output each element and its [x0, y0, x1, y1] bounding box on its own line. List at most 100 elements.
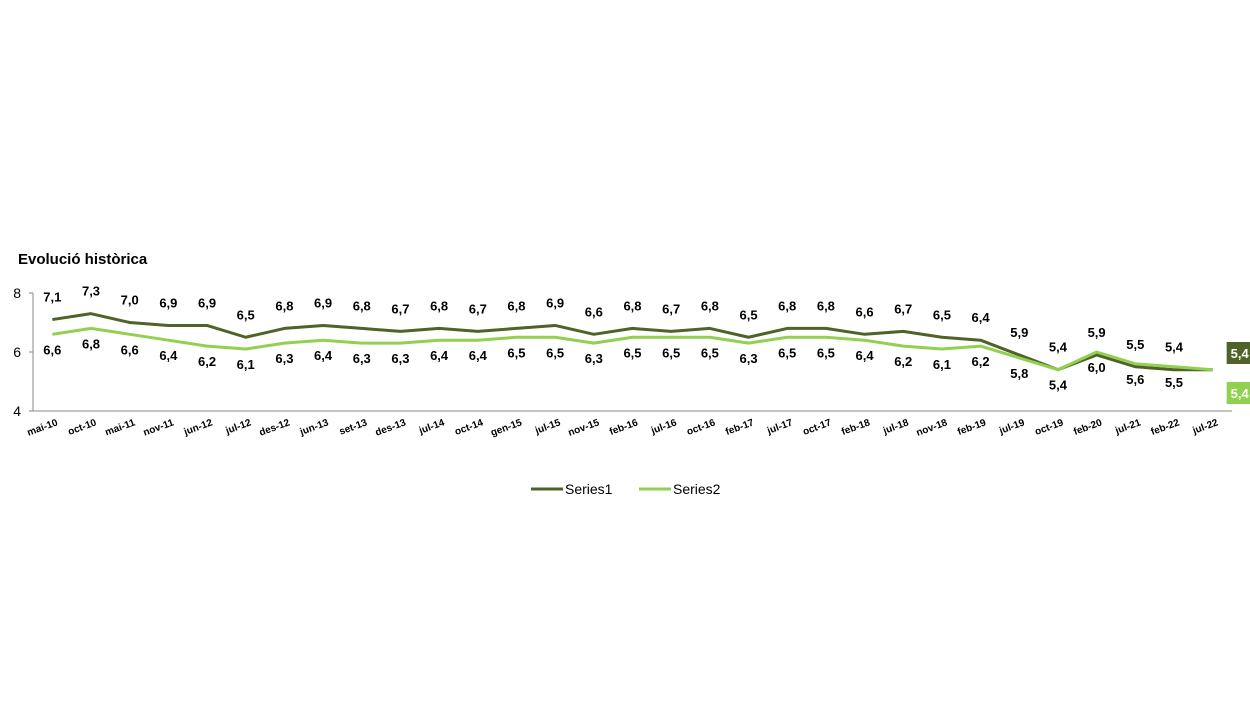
x-tick-label: jun-13	[298, 417, 331, 438]
value-label: 6,8	[507, 298, 525, 313]
x-tick-label: feb-16	[608, 417, 640, 438]
value-label: 6,7	[391, 301, 409, 316]
value-label: 6,8	[275, 298, 293, 313]
value-label: 5,8	[1010, 366, 1028, 381]
x-tick-label: mai-11	[104, 417, 137, 438]
series-line	[52, 326, 1213, 372]
value-label: 6,9	[198, 295, 216, 310]
value-label: 6,8	[701, 298, 719, 313]
value-label: 5,4	[1231, 346, 1250, 361]
value-label: 5,9	[1088, 325, 1106, 340]
value-label: 6,5	[237, 307, 255, 322]
x-tick-label: feb-17	[724, 417, 756, 438]
value-label: 6,7	[662, 301, 680, 316]
value-label: 6,5	[817, 345, 835, 360]
x-tick-label: feb-22	[1150, 417, 1182, 438]
value-label: 6,2	[198, 354, 216, 369]
series-line	[52, 312, 1213, 372]
x-tick-label: jun-12	[182, 417, 215, 438]
value-label: 6,8	[623, 298, 641, 313]
legend-label: Series1	[565, 481, 613, 497]
x-tick-label: jul-16	[649, 417, 679, 437]
value-label: 6,5	[933, 307, 951, 322]
value-label-box	[1226, 342, 1250, 364]
value-label: 6,4	[314, 348, 333, 363]
value-label: 6,5	[507, 345, 525, 360]
value-label: 6,6	[121, 342, 139, 357]
value-label: 5,6	[1126, 372, 1144, 387]
x-tick-label: oct-10	[67, 417, 99, 438]
value-label: 5,4	[1165, 340, 1184, 355]
value-label: 6,3	[739, 351, 757, 366]
x-tick-label: nov-15	[567, 417, 601, 439]
value-label: 6,6	[585, 304, 603, 319]
value-label: 6,4	[972, 310, 991, 325]
value-label: 6,0	[1088, 360, 1106, 375]
value-label: 6,9	[159, 295, 177, 310]
x-tick-label: nov-18	[915, 417, 949, 439]
value-label: 5,5	[1165, 375, 1183, 390]
value-label: 6,3	[353, 351, 371, 366]
value-label: 6,5	[739, 307, 757, 322]
y-tick-label: 4	[13, 403, 21, 419]
value-label: 6,4	[856, 348, 875, 363]
value-label: 6,6	[856, 304, 874, 319]
value-label: 6,3	[585, 351, 603, 366]
value-label: 6,6	[43, 342, 61, 357]
value-label: 6,8	[778, 298, 796, 313]
value-label: 6,8	[353, 298, 371, 313]
x-tick-label: nov-11	[142, 417, 176, 438]
value-label: 6,5	[701, 345, 719, 360]
value-label: 7,3	[82, 284, 100, 299]
value-label: 6,8	[430, 298, 448, 313]
x-tick-label: feb-19	[956, 417, 988, 438]
y-tick-label: 8	[13, 285, 21, 301]
x-tick-label: set-13	[338, 417, 369, 437]
legend-label: Series2	[673, 481, 721, 497]
value-label: 6,2	[972, 354, 990, 369]
y-tick-label: 6	[13, 344, 21, 360]
x-tick-label: jul-19	[997, 417, 1027, 437]
value-label: 6,5	[546, 345, 564, 360]
x-tick-label: gen-15	[489, 417, 523, 439]
x-tick-label: feb-20	[1072, 417, 1104, 438]
value-label: 6,9	[546, 295, 564, 310]
chart-title: Evolució històrica	[18, 251, 148, 268]
value-label: 6,5	[662, 345, 680, 360]
x-tick-label: jul-12	[224, 417, 254, 437]
value-label: 5,5	[1126, 337, 1144, 352]
value-label: 7,1	[43, 290, 61, 305]
x-tick-label: jul-14	[417, 417, 447, 437]
value-label: 6,7	[894, 301, 912, 316]
x-tick-label: oct-14	[453, 417, 485, 438]
x-tick-label: feb-18	[840, 417, 872, 438]
value-label: 6,5	[623, 345, 641, 360]
value-label: 6,5	[778, 345, 796, 360]
x-tick-label: oct-16	[685, 417, 717, 438]
value-label: 6,3	[391, 351, 409, 366]
value-label-box	[1226, 382, 1250, 404]
value-label: 5,4	[1231, 386, 1250, 401]
value-label: 6,4	[159, 348, 178, 363]
x-tick-label: jul-15	[533, 417, 563, 437]
value-label: 6,4	[469, 348, 488, 363]
x-tick-label: oct-19	[1034, 417, 1066, 438]
x-tick-label: jul-18	[881, 417, 911, 437]
value-label: 6,1	[237, 357, 255, 372]
x-tick-label: jul-22	[1190, 417, 1220, 437]
value-label: 5,4	[1049, 378, 1068, 393]
value-label: 6,1	[933, 357, 951, 372]
value-label: 6,2	[894, 354, 912, 369]
x-tick-label: jul-21	[1113, 417, 1143, 437]
value-label: 6,8	[817, 298, 835, 313]
x-tick-label: mai-10	[26, 417, 60, 438]
x-tick-label: des-13	[374, 417, 408, 438]
value-label: 6,9	[314, 295, 332, 310]
value-label: 7,0	[121, 293, 139, 308]
value-label: 6,3	[275, 351, 293, 366]
value-label: 6,4	[430, 348, 449, 363]
x-tick-label: oct-17	[801, 417, 833, 438]
value-label: 5,9	[1010, 325, 1028, 340]
